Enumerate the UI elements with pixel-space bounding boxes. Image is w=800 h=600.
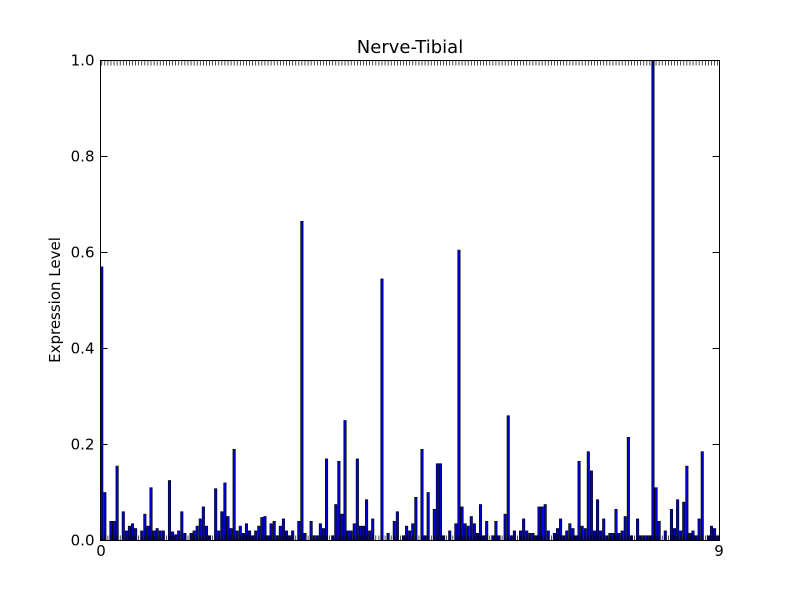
bar bbox=[651, 60, 655, 541]
bar bbox=[435, 463, 439, 541]
bar bbox=[103, 492, 107, 541]
bar bbox=[685, 465, 689, 541]
bar bbox=[420, 448, 424, 541]
bar bbox=[201, 506, 205, 541]
bar bbox=[343, 420, 347, 541]
bar bbox=[460, 506, 464, 541]
chart-title: Nerve-Tibial bbox=[357, 37, 463, 58]
bar bbox=[325, 458, 329, 541]
bar bbox=[506, 415, 510, 541]
y-tick-label: 0.6 bbox=[71, 244, 95, 262]
bar bbox=[334, 504, 338, 541]
plot-frame bbox=[100, 60, 720, 541]
y-tick-label: 0.4 bbox=[71, 340, 95, 358]
y-tick-label: 0.8 bbox=[71, 148, 95, 166]
bar bbox=[167, 480, 172, 541]
bar bbox=[537, 506, 541, 541]
bar bbox=[478, 504, 483, 541]
bar bbox=[654, 487, 658, 541]
bar bbox=[214, 488, 218, 541]
bar bbox=[365, 499, 369, 541]
bar bbox=[337, 460, 341, 541]
bar bbox=[540, 506, 544, 541]
bar bbox=[457, 249, 461, 541]
bar bbox=[586, 451, 590, 541]
bar bbox=[596, 499, 600, 541]
bar bbox=[426, 492, 430, 541]
bar bbox=[380, 278, 384, 541]
bar bbox=[232, 448, 236, 541]
bar bbox=[300, 221, 304, 541]
bar bbox=[115, 465, 119, 541]
bar bbox=[700, 451, 704, 541]
bar bbox=[223, 482, 227, 541]
y-axis-label: Expression Level bbox=[46, 237, 64, 363]
bar bbox=[626, 436, 630, 541]
bar bbox=[438, 463, 443, 541]
y-tick-labels: 0.0 0.2 0.4 0.6 0.8 1.0 bbox=[71, 52, 95, 550]
y-tick-label: 0.0 bbox=[71, 532, 95, 550]
y-tick-label: 0.2 bbox=[71, 436, 95, 454]
bar bbox=[414, 496, 418, 541]
bar bbox=[149, 487, 153, 541]
y-tick-label: 1.0 bbox=[71, 52, 95, 70]
bar bbox=[543, 504, 547, 541]
bar bbox=[676, 499, 680, 541]
x-tick-labels: 0 9 bbox=[96, 542, 724, 560]
bar bbox=[682, 501, 686, 541]
bar bbox=[589, 470, 593, 541]
x-tick-label-first: 0 bbox=[96, 542, 106, 560]
bar bbox=[577, 460, 581, 541]
x-tick-label-last: 9 bbox=[714, 542, 724, 560]
bar bbox=[355, 458, 359, 541]
